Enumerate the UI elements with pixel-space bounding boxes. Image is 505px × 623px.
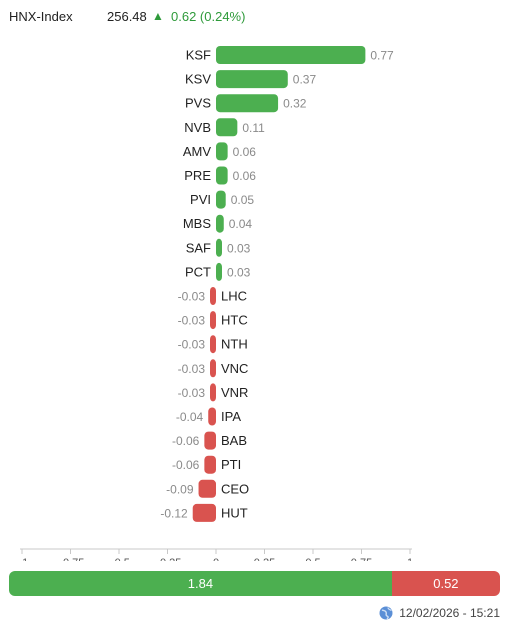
positive-total-segment: 1.84 [9, 571, 392, 596]
category-label: HTC [221, 313, 248, 328]
category-label: PVI [190, 192, 211, 207]
index-value: 256.48 [107, 9, 147, 24]
value-label: -0.03 [178, 338, 206, 352]
category-label: NTH [221, 337, 248, 352]
index-name: HNX-Index [9, 9, 73, 24]
value-label: -0.03 [178, 362, 206, 376]
value-label: -0.12 [160, 506, 188, 520]
category-label: VNR [221, 385, 248, 400]
bar-nvb [216, 118, 238, 137]
value-label: -0.04 [176, 410, 204, 424]
value-label: -0.09 [166, 482, 194, 496]
category-label: HUT [221, 505, 248, 520]
category-label: AMV [183, 144, 212, 159]
category-label: NVB [184, 120, 211, 135]
value-label: 0.32 [283, 97, 307, 111]
x-tick-label: 0 [213, 557, 219, 561]
index-change: 0.62 (0.24%) [171, 9, 246, 24]
value-label: 0.37 [293, 73, 317, 87]
bar-mbs [216, 214, 224, 233]
x-tick-label: −0.25 [154, 557, 182, 561]
category-label: KSV [185, 72, 211, 87]
x-tick-label: −1 [16, 557, 29, 561]
negative-total-segment: 0.52 [391, 571, 500, 596]
value-label: 0.05 [231, 193, 255, 207]
category-label: SAF [186, 240, 211, 255]
category-label: BAB [221, 433, 247, 448]
breadth-summary-bar: 1.84 0.52 [9, 571, 500, 596]
value-label: -0.03 [178, 314, 206, 328]
bar-htc [210, 311, 216, 330]
value-label: 0.06 [233, 169, 257, 183]
value-label: -0.03 [178, 290, 206, 304]
x-tick-label: −0.5 [108, 557, 130, 561]
bar-ipa [208, 407, 216, 426]
bar-ksf [216, 46, 366, 64]
value-label: -0.06 [172, 434, 200, 448]
x-tick-label: 0.75 [351, 557, 372, 561]
bar-nth [210, 335, 216, 354]
bar-amv [216, 142, 228, 161]
value-label: 0.06 [233, 145, 257, 159]
category-label: PCT [185, 264, 211, 279]
up-arrow-icon: ▲ [152, 9, 164, 23]
value-label: -0.03 [178, 386, 206, 400]
bar-bab [204, 431, 216, 450]
x-tick-label: −0.75 [57, 557, 85, 561]
contribution-bar-chart: KSF 0.77 KSV 0.37 PVS 0.32 NVB 0.11 AMV 0.06 PRE 0.… [16, 46, 413, 561]
bar-vnr [210, 383, 216, 402]
bar-ksv [216, 70, 288, 89]
bar-hut [192, 503, 216, 522]
category-label: CEO [221, 481, 249, 496]
timestamp: 12/02/2026 - 15:21 [399, 606, 500, 620]
value-label: 0.77 [370, 49, 394, 63]
bar-pvs [216, 94, 279, 113]
category-label: MBS [183, 216, 212, 231]
value-label: 0.04 [229, 217, 253, 231]
bar-saf [216, 238, 222, 257]
category-label: IPA [221, 409, 241, 424]
category-label: PTI [221, 457, 241, 472]
value-label: 0.03 [227, 241, 251, 255]
value-label: -0.06 [172, 458, 200, 472]
bar-ceo [198, 479, 216, 498]
category-label: PRE [184, 168, 211, 183]
bar-pti [204, 455, 216, 474]
value-label: 0.03 [227, 265, 251, 279]
x-tick-label: 0.5 [305, 557, 320, 561]
category-label: VNC [221, 361, 248, 376]
x-tick-label: 0.25 [254, 557, 275, 561]
category-label: LHC [221, 289, 247, 304]
bar-pre [216, 166, 228, 185]
value-label: 0.11 [242, 121, 265, 135]
bar-pvi [216, 190, 226, 209]
category-label: KSF [186, 48, 211, 63]
footer: 12/02/2026 - 15:21 [379, 606, 500, 620]
x-tick-label: 1 [407, 557, 413, 561]
bar-lhc [210, 287, 216, 305]
globe-icon [379, 606, 393, 620]
category-label: PVS [185, 96, 211, 111]
bar-vnc [210, 359, 216, 378]
bar-pct [216, 262, 222, 281]
